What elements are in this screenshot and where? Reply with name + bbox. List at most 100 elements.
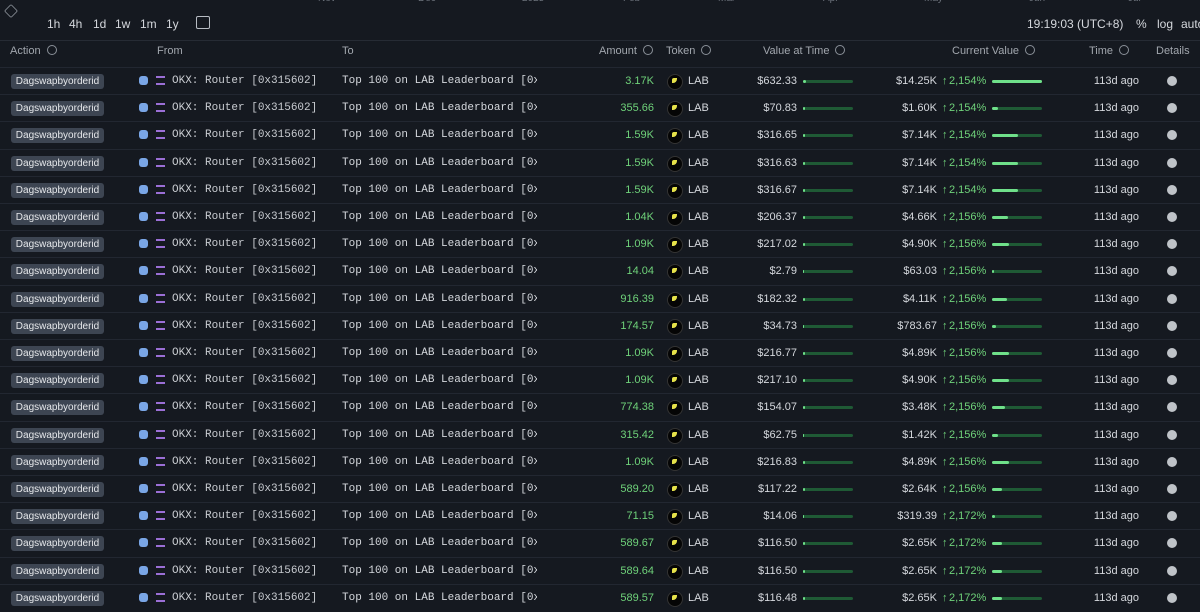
details-button[interactable] [1167,103,1177,114]
column-header[interactable]: Value at Time [763,45,846,57]
change-percent: 2,172% [949,537,987,550]
details-button[interactable] [1167,429,1177,440]
axis-label: 2025 [522,0,544,4]
current-bar [992,488,1042,491]
details-button[interactable] [1167,320,1177,331]
current-value: $319.39 [897,510,937,523]
current-bar-fill [992,107,998,111]
column-header[interactable]: Current Value [952,45,1036,57]
value-at-time: $632.33 [757,75,797,87]
details-button[interactable] [1167,293,1177,304]
value-bar [803,161,853,165]
value-bar-fill [803,460,805,464]
chart-option[interactable]: auto [1181,17,1200,31]
details-button[interactable] [1167,266,1177,277]
token-icon [667,536,683,553]
details-button[interactable] [1167,375,1177,386]
draw-icon[interactable] [4,4,18,18]
from-address: OKX: Router [0x315602] [172,591,318,604]
time-ago: 113d ago [1093,537,1139,550]
details-button[interactable] [1167,484,1177,494]
value-bar-fill [803,596,805,600]
details-button[interactable] [1167,565,1177,576]
current-value: $4.90K [902,374,937,387]
from-address: OKX: Router [0x315602] [172,129,318,142]
to-address: Top 100 on LAB Leaderboard [0x28a [342,156,537,169]
table-row: Dagswapbyorderid OKX: Router [0x315602] To… [0,94,1200,122]
current-bar [992,433,1042,437]
table-row: Dagswapbyorderid OKX: Router [0x315602] To… [0,502,1200,530]
token-symbol: LAB [688,75,709,87]
timeframe-button[interactable]: 1y [166,17,179,31]
exchange-icon [156,239,165,249]
exchange-icon [156,130,165,140]
timeframe-button[interactable]: 1h [47,17,61,31]
timeframe-button[interactable]: 1m [140,17,157,31]
details-button[interactable] [1167,538,1177,549]
current-value: $4.11K [902,292,937,305]
change-arrow: ↑ [942,183,948,196]
change-percent: 2,156% [949,347,987,359]
timeframe-button[interactable]: 4h [69,17,83,31]
current-value: $2.64K [902,483,937,495]
info-icon [835,45,846,55]
chart-option[interactable]: % [1136,17,1147,31]
amount: 315.42 [620,428,654,441]
info-icon [701,45,712,55]
value-bar-fill [803,515,804,519]
details-button[interactable] [1167,348,1177,358]
token-symbol: LAB [688,265,709,278]
change-percent: 2,154% [949,183,987,196]
value-bar-fill [803,134,805,138]
details-button[interactable] [1167,456,1177,467]
current-bar [992,134,1042,138]
value-bar-fill [803,188,805,192]
value-bar [803,243,853,247]
from-address: OKX: Router [0x315602] [172,455,318,468]
action-badge: Dagswapbyorderid [11,74,104,89]
details-button[interactable] [1167,402,1177,413]
clock: 19:19:03 (UTC+8) [1027,17,1124,31]
change-percent: 2,156% [949,211,987,223]
chart-option[interactable]: log [1157,17,1174,31]
details-button[interactable] [1167,157,1177,168]
change-arrow: ↑ [942,510,948,523]
token-icon [667,237,683,254]
current-value: $783.67 [897,319,937,332]
axis-label: Mar [718,0,735,4]
timeframe-button[interactable]: 1d [93,17,107,31]
from-address: OKX: Router [0x315602] [172,347,318,359]
current-bar-fill [992,297,1007,301]
token-symbol: LAB [688,455,709,468]
details-button[interactable] [1167,239,1177,250]
token-symbol: LAB [688,129,709,142]
current-bar-fill [992,161,1018,165]
to-address: Top 100 on LAB Leaderboard [0x28a [342,238,537,251]
info-icon [1025,45,1036,55]
value-at-time: $62.75 [763,428,797,441]
from-address: OKX: Router [0x315602] [172,238,318,251]
action-badge: Dagswapbyorderid [11,237,104,253]
details-button[interactable] [1167,130,1177,141]
current-bar-fill [992,352,1009,355]
token-symbol: LAB [688,591,709,604]
change-percent: 2,156% [949,292,987,305]
bot-icon [139,212,148,221]
timeframe-button[interactable]: 1w [115,17,131,31]
details-button[interactable] [1167,592,1177,603]
value-bar [803,596,853,600]
exchange-icon [156,511,165,521]
details-button[interactable] [1167,212,1177,222]
token-icon [667,590,683,607]
change-arrow: ↑ [942,564,948,577]
details-button[interactable] [1167,184,1177,195]
calendar-icon[interactable] [196,16,210,29]
token-icon [667,318,683,335]
action-badge: Dagswapbyorderid [11,373,104,389]
details-button[interactable] [1167,76,1177,86]
column-header[interactable]: Time [1089,45,1130,57]
action-badge: Dagswapbyorderid [11,346,104,361]
amount: 1.09K [625,455,654,468]
current-bar [992,297,1042,301]
details-button[interactable] [1167,511,1177,522]
